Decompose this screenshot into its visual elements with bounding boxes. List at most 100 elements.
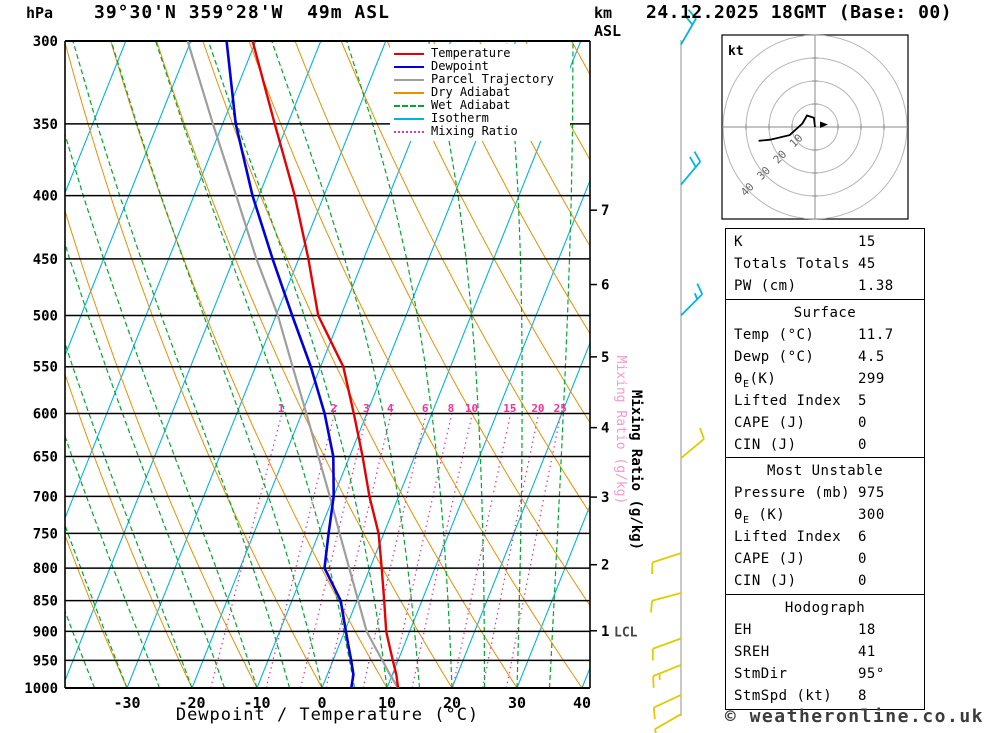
svg-text:450: 450 <box>33 252 58 268</box>
svg-text:4: 4 <box>387 402 394 415</box>
pressure-gridlines <box>65 40 590 689</box>
stats-section: Most Unstable Pressure (mb) 975 θE (K) 300 Li… <box>725 457 925 595</box>
stat-value: 6 <box>858 529 867 545</box>
mixing-ratio-axis-label-pink: Mixing Ratio (g/kg) <box>613 356 628 505</box>
wind-barb-column <box>650 9 705 733</box>
hodograph-trace <box>758 114 816 142</box>
stats-section: Surface Temp (°C) 11.7 Dewp (°C) 4.5 θE(K) 299… <box>725 298 925 459</box>
stat-value: 299 <box>858 370 885 387</box>
chart-datetime: 24.12.2025 18GMT (Base: 00) <box>646 2 953 23</box>
stat-label: Dewp (°C) <box>734 348 815 365</box>
svg-text:3: 3 <box>363 402 370 415</box>
legend: Temperature Dewpoint Parcel Trajectory Dry … <box>390 44 570 141</box>
stat-row: CAPE (J) 0 <box>734 412 924 434</box>
stat-label: Temp (°C) <box>734 326 815 343</box>
stat-label: Pressure (mb) <box>734 485 851 501</box>
svg-text:950: 950 <box>33 653 58 669</box>
wind-barb <box>680 9 697 46</box>
svg-text:700: 700 <box>33 489 58 505</box>
svg-text:1: 1 <box>278 402 285 415</box>
stat-value: 8 <box>858 687 867 704</box>
svg-text:1: 1 <box>601 624 609 640</box>
legend-label: Isotherm <box>431 111 489 125</box>
legend-label: Dewpoint <box>431 59 489 73</box>
stat-label: θE (K) <box>734 507 786 526</box>
legend-label: Parcel Trajectory <box>431 72 554 86</box>
chart-title: 39°30'N 359°28'W 49m ASL <box>94 2 390 23</box>
stats-section-title: Hodograph <box>784 599 866 616</box>
stat-value: 300 <box>858 507 885 523</box>
legend-item: Temperature <box>394 47 566 60</box>
stat-row: Lifted Index 6 <box>734 526 924 548</box>
wet-adiabats <box>65 41 574 688</box>
km-axis: 1 2 3 4 5 6 7 LCL <box>590 203 638 640</box>
stat-row: CIN (J) 0 <box>734 570 924 592</box>
parcel-trajectory-curve <box>186 41 400 688</box>
stat-row: CAPE (J) 0 <box>734 548 924 570</box>
stat-row: EH 18 <box>734 619 924 641</box>
stat-label: CIN (J) <box>734 573 797 589</box>
legend-item: Isotherm <box>394 112 566 125</box>
svg-text:0: 0 <box>317 694 326 712</box>
svg-text:10: 10 <box>465 402 478 415</box>
stat-value: 1.38 <box>858 278 894 294</box>
wind-barb <box>652 694 682 720</box>
stat-label: θE(K) <box>734 370 777 390</box>
stat-label: CAPE (J) <box>734 414 806 431</box>
svg-text:550: 550 <box>33 360 58 376</box>
legend-item: Dewpoint <box>394 60 566 73</box>
pressure-labels: 300 350 400 450 500 550 600 650 700 750 800 850 900 9… <box>24 34 58 697</box>
stat-value: 0 <box>858 436 867 453</box>
stat-row: CIN (J) 0 <box>734 434 924 456</box>
mixing-ratio-axis-label: Mixing Ratio (g/kg) <box>628 390 644 550</box>
svg-text:800: 800 <box>33 561 58 577</box>
legend-line-sample <box>394 65 424 68</box>
svg-text:15: 15 <box>503 402 516 415</box>
svg-text:2: 2 <box>601 558 609 574</box>
legend-line-sample <box>394 130 424 133</box>
stat-label: StmSpd (kt) <box>734 687 833 704</box>
stat-value: 15 <box>858 234 876 250</box>
svg-text:2: 2 <box>330 402 337 415</box>
svg-text:850: 850 <box>33 594 58 610</box>
svg-text:20: 20 <box>443 694 461 712</box>
stat-label: K <box>734 234 743 250</box>
wind-barb <box>680 283 704 317</box>
stat-row: StmDir 95° <box>734 663 924 685</box>
svg-text:8: 8 <box>448 402 455 415</box>
legend-label: Dry Adiabat <box>431 85 511 99</box>
legend-line-sample <box>394 91 424 94</box>
stat-label: Totals Totals <box>734 256 851 272</box>
stat-value: 11.7 <box>858 326 894 343</box>
storm-motion-arrow <box>820 121 828 128</box>
legend-item: Mixing Ratio <box>394 125 566 138</box>
stat-value: 0 <box>858 414 867 431</box>
stat-row: Dewp (°C) 4.5 <box>734 346 924 368</box>
stat-label: CIN (J) <box>734 436 797 453</box>
svg-text:-10: -10 <box>243 694 270 712</box>
hodograph-unit-label: kt <box>728 44 744 59</box>
svg-text:6: 6 <box>422 402 429 415</box>
wind-barb <box>650 592 682 613</box>
plot-frame <box>64 41 591 688</box>
stat-label: SREH <box>734 643 770 660</box>
stat-row: SREH 41 <box>734 641 924 663</box>
stats-section: K 15 Totals Totals 45 PW (cm) 1.38 <box>725 228 925 300</box>
legend-line-sample <box>394 117 424 120</box>
legend-label: Temperature <box>431 46 511 60</box>
wind-barb <box>651 637 682 661</box>
svg-text:650: 650 <box>33 450 58 466</box>
svg-text:3: 3 <box>601 490 609 506</box>
stat-value: 4.5 <box>858 348 885 365</box>
svg-text:40: 40 <box>573 694 591 712</box>
stats-panel: K 15 Totals Totals 45 PW (cm) 1.38 Surface Temp… <box>725 228 925 710</box>
stat-label: Lifted Index <box>734 529 842 545</box>
mixing-ratio-labels: 1 2 3 4 6 8 10 15 20 25 <box>278 402 567 415</box>
wind-barb <box>651 552 682 575</box>
stat-value: 18 <box>858 621 876 638</box>
pressure-axis-unit: hPa <box>26 4 54 22</box>
stat-label: PW (cm) <box>734 278 797 294</box>
